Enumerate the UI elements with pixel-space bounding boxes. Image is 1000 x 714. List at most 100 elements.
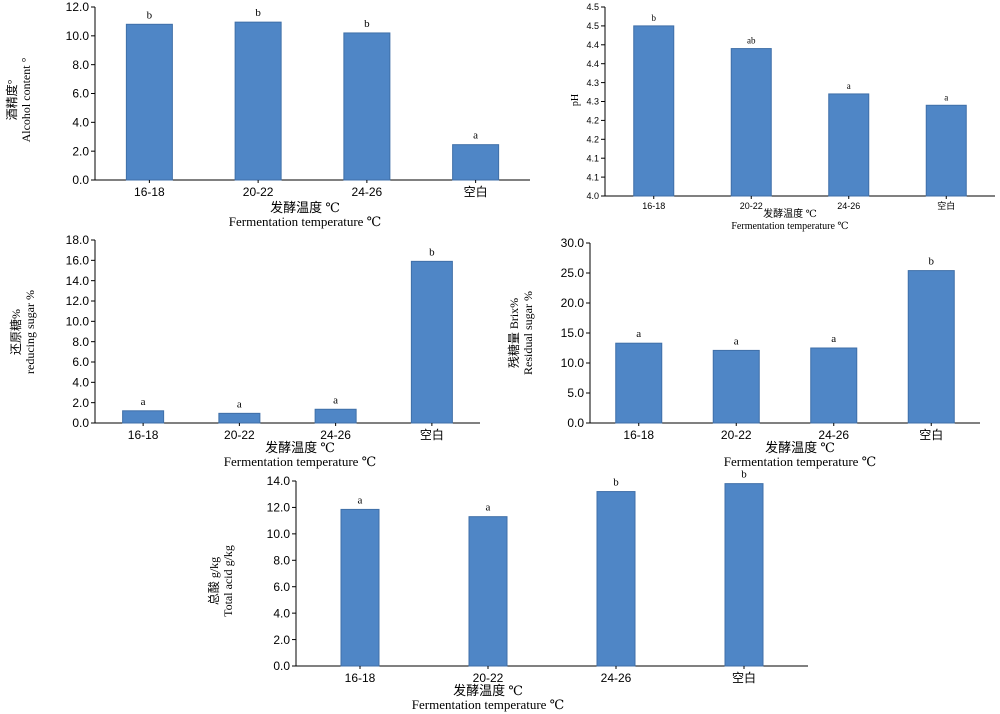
bar-空白	[925, 104, 967, 197]
bar-24-26	[810, 347, 858, 424]
y-tick-label: 30.0	[561, 236, 585, 250]
y-tick-label: 4.5	[586, 21, 599, 31]
y-tick-label: 8.0	[72, 58, 89, 72]
chart-panel-5: 0.0 2.0 4.0 6.0 8.0 10.0 12.0 14.0 a 16-18 a 20-22 b…	[206, 469, 808, 712]
x-tick-label: 24-26	[818, 428, 849, 442]
y-tick-label: 14.0	[267, 474, 291, 488]
y-tick-label: 2.0	[72, 144, 89, 158]
significance-label: a	[636, 328, 641, 340]
y-axis-title: pH	[570, 94, 581, 106]
x-tick-label: 24-26	[837, 201, 860, 211]
x-axis-title: Fermentation temperature ℃	[229, 214, 381, 229]
x-tick-label: 16-18	[623, 428, 654, 442]
significance-label: a	[473, 130, 478, 142]
bar-空白	[452, 144, 500, 181]
significance-label: b	[613, 477, 619, 489]
x-tick-label: 20-22	[740, 201, 763, 211]
x-tick-label: 空白	[937, 200, 955, 211]
bar-16-18	[633, 25, 675, 197]
x-axis-title: 发酵温度 ℃	[270, 200, 340, 215]
y-tick-label: 0.0	[273, 659, 290, 673]
bar-24-26	[314, 408, 357, 424]
significance-label: a	[486, 502, 491, 514]
x-tick-label: 20-22	[224, 428, 255, 442]
y-axis-title: Alcohol content °	[19, 57, 33, 142]
x-axis-title: Fermentation temperature ℃	[224, 454, 376, 469]
y-tick-label: 10.0	[267, 527, 291, 541]
x-axis-title: 发酵温度 ℃	[763, 207, 817, 220]
y-tick-label: 8.0	[273, 553, 290, 567]
significance-label: b	[429, 246, 435, 258]
y-tick-label: 25.0	[561, 266, 585, 280]
y-axis-title: Residual sugar %	[521, 291, 535, 375]
y-tick-label: 6.0	[273, 580, 290, 594]
x-axis-title: 发酵温度 ℃	[265, 440, 335, 455]
chart-panel-3: 0.0 2.0 4.0 6.0 8.0 10.0 12.0 14.0 16.0 18.0 a 16-1…	[8, 233, 480, 469]
y-tick-label: 15.0	[561, 326, 585, 340]
x-axis-title: Fermentation temperature ℃	[724, 454, 876, 469]
y-tick-label: 6.0	[72, 87, 89, 101]
bar-16-18	[615, 342, 663, 424]
y-tick-label: 18.0	[66, 233, 90, 247]
y-tick-label: 4.5	[586, 2, 599, 12]
y-tick-label: 4.3	[586, 78, 599, 88]
y-tick-label: 12.0	[66, 0, 90, 14]
significance-label: a	[944, 92, 948, 102]
bar-空白	[907, 270, 955, 424]
x-tick-label: 24-26	[352, 185, 383, 199]
y-axis-title: 酒精度°	[4, 79, 19, 120]
significance-label: a	[734, 335, 739, 347]
x-axis-title: Fermentation temperature ℃	[731, 221, 848, 232]
significance-label: b	[741, 469, 747, 481]
significance-label: b	[147, 9, 153, 21]
bar-空白	[410, 260, 453, 424]
chart-panel-1: 0.0 2.0 4.0 6.0 8.0 10.0 12.0 b 16-18 b 20-22 b 24-2…	[4, 0, 530, 229]
y-tick-label: 0.0	[72, 173, 89, 187]
bar-16-18	[340, 508, 380, 667]
significance-label: b	[929, 256, 935, 268]
bar-20-22	[730, 48, 772, 197]
y-tick-label: 2.0	[72, 396, 89, 410]
y-tick-label: 4.4	[586, 59, 599, 69]
y-tick-label: 4.1	[586, 172, 599, 182]
significance-label: a	[237, 398, 242, 410]
y-tick-label: 4.0	[586, 191, 599, 201]
bar-空白	[724, 483, 764, 667]
y-tick-label: 14.0	[66, 274, 90, 288]
significance-label: a	[358, 494, 363, 506]
x-tick-label: 16-18	[134, 185, 165, 199]
significance-label: ab	[747, 36, 756, 46]
x-tick-label: 24-26	[601, 671, 632, 685]
y-axis-title: reducing sugar %	[23, 290, 37, 374]
bar-20-22	[712, 349, 760, 424]
y-tick-label: 12.0	[267, 501, 291, 515]
x-axis-title: 发酵温度 ℃	[453, 683, 523, 698]
bar-16-18	[122, 410, 165, 424]
bar-24-26	[343, 32, 391, 181]
y-tick-label: 2.0	[273, 633, 290, 647]
chart-panel-2: 4.0 4.1 4.1 4.2 4.2 4.3 4.3 4.4 4.4 4.5 4.5 b 16-18 a…	[570, 2, 995, 232]
bar-20-22	[234, 21, 282, 181]
x-tick-label: 空白	[420, 427, 444, 442]
y-tick-label: 6.0	[72, 355, 89, 369]
x-tick-label: 空白	[464, 184, 488, 199]
bar-24-26	[828, 93, 870, 197]
y-axis-title: Total acid g/kg	[221, 545, 235, 617]
y-tick-label: 10.0	[66, 29, 90, 43]
y-tick-label: 16.0	[66, 254, 90, 268]
y-tick-label: 10.0	[561, 356, 585, 370]
x-tick-label: 空白	[919, 427, 943, 442]
significance-label: b	[652, 13, 657, 23]
x-tick-label: 16-18	[642, 201, 665, 211]
bar-20-22	[468, 516, 508, 667]
x-tick-label: 20-22	[473, 671, 504, 685]
chart-panel-4: 0.0 5.0 10.0 15.0 20.0 25.0 30.0 a 16-18 a 20-22 a 2…	[506, 236, 980, 469]
significance-label: a	[333, 394, 338, 406]
y-tick-label: 10.0	[66, 315, 90, 329]
significance-label: a	[141, 396, 146, 408]
y-tick-label: 4.0	[72, 376, 89, 390]
y-tick-label: 4.2	[586, 116, 599, 126]
y-tick-label: 4.3	[586, 97, 599, 107]
bar-16-18	[125, 23, 173, 181]
